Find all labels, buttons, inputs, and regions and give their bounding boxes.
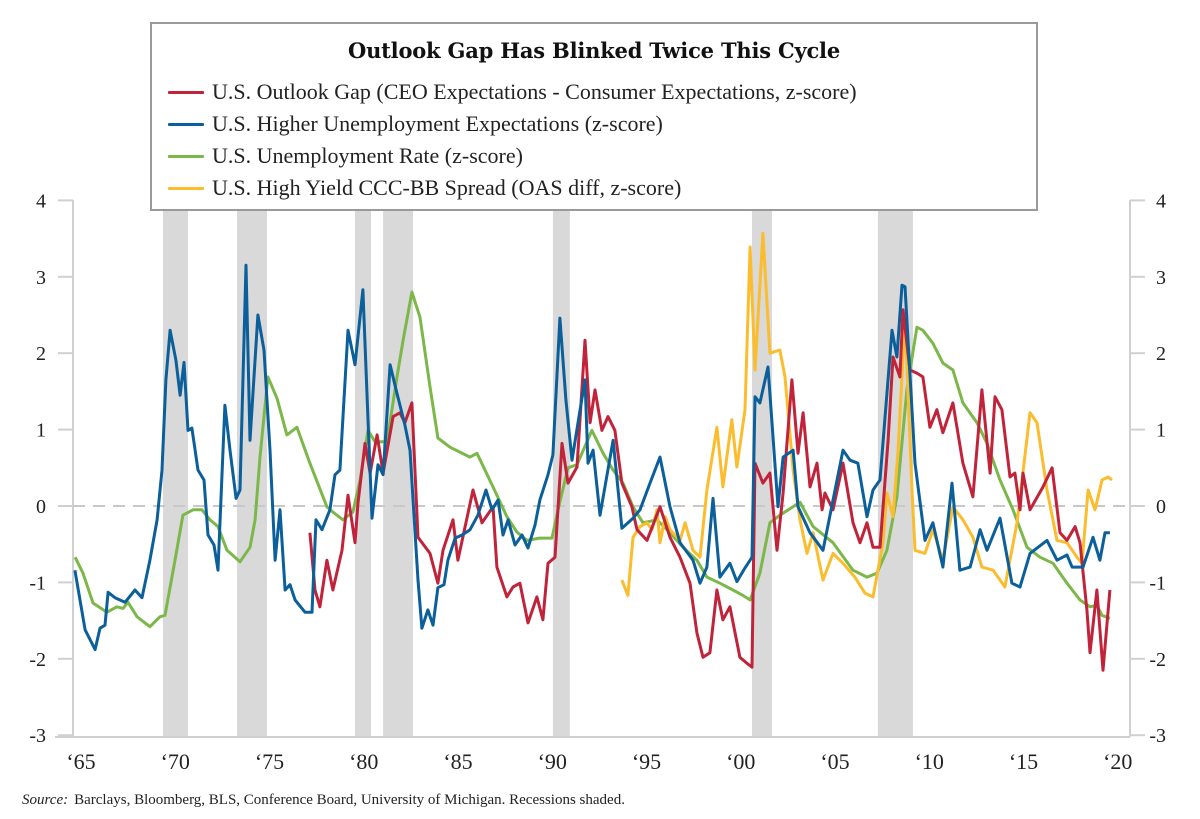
y-tick-label-left: -2 [29, 649, 46, 671]
x-tick-label: ‘00 [726, 749, 755, 774]
tick-labels: 4 4 3 3 2 2 1 1 0 0 -1 -1 -2 -2 -3 -3 ‘65 ‘70 ‘75 ‘80 ‘85 ‘90… [29, 190, 1166, 774]
legend-item-outlook-gap: U.S. Outlook Gap (CEO Expectations - Con… [168, 77, 857, 107]
legend-label: U.S. High Yield CCC-BB Spread (OAS diff,… [212, 175, 682, 200]
legend-swatch-yellow [168, 186, 204, 190]
recession-band [162, 200, 188, 737]
y-tick-label-right: 3 [1156, 267, 1166, 289]
y-tick-label-left: 3 [36, 267, 46, 289]
y-tick-label-left: 4 [36, 190, 46, 212]
x-tick-label: ‘70 [161, 749, 190, 774]
y-tick-label-right: 4 [1156, 190, 1166, 212]
y-tick-label-right: -3 [1149, 725, 1166, 747]
recession-band [383, 200, 414, 737]
y-tick-label-right: 1 [1156, 420, 1166, 442]
series-line-0 [308, 308, 1112, 672]
y-tick-label-right: -2 [1149, 649, 1166, 671]
y-tick-label-right: 0 [1156, 496, 1166, 518]
series-line-2 [73, 290, 1111, 629]
legend-item-hy-spread: U.S. High Yield CCC-BB Spread (OAS diff,… [168, 173, 681, 203]
legend-label: U.S. Outlook Gap (CEO Expectations - Con… [212, 79, 857, 104]
series-lines [73, 231, 1113, 672]
x-tick-label: ‘05 [820, 749, 849, 774]
legend-label: U.S. Unemployment Rate (z-score) [212, 143, 523, 168]
series-line-1 [73, 263, 1110, 652]
y-tick-label-left: 2 [36, 343, 46, 365]
y-tick-label-left: 0 [36, 496, 46, 518]
x-tick-label: ‘75 [255, 749, 284, 774]
chart-title: Outlook Gap Has Blinked Twice This Cycle [348, 38, 840, 63]
x-tick-label: ‘95 [632, 749, 661, 774]
x-tick-label: ‘15 [1009, 749, 1038, 774]
legend-swatch-green [168, 154, 204, 158]
legend: Outlook Gap Has Blinked Twice This Cycle… [150, 22, 1038, 211]
x-tick-label: ‘65 [66, 749, 95, 774]
source-label: Source: [22, 792, 69, 808]
x-tick-label: ‘20 [1103, 749, 1132, 774]
y-tick-label-left: -1 [29, 572, 46, 594]
legend-swatch-red [168, 90, 204, 94]
series-line-3 [620, 231, 1113, 599]
legend-item-unemployment-expectations: U.S. Higher Unemployment Expectations (z… [168, 109, 663, 139]
y-tick-label-left: -3 [29, 725, 46, 747]
x-tick-label: ‘10 [915, 749, 944, 774]
source-text: Barclays, Bloomberg, BLS, Conference Boa… [74, 792, 625, 808]
recession-shading [162, 200, 913, 737]
x-tick-label: ‘85 [443, 749, 472, 774]
legend-label: U.S. Higher Unemployment Expectations (z… [212, 111, 663, 136]
y-tick-label-left: 1 [36, 420, 46, 442]
x-tick-label: ‘90 [538, 749, 567, 774]
legend-item-unemployment-rate: U.S. Unemployment Rate (z-score) [168, 141, 523, 171]
axes [55, 199, 1145, 738]
y-tick-label-right: -1 [1149, 572, 1166, 594]
legend-swatch-blue [168, 122, 204, 126]
y-tick-label-right: 2 [1156, 343, 1166, 365]
source-note: Source: Barclays, Bloomberg, BLS, Confere… [22, 792, 625, 809]
x-tick-label: ‘80 [349, 749, 378, 774]
